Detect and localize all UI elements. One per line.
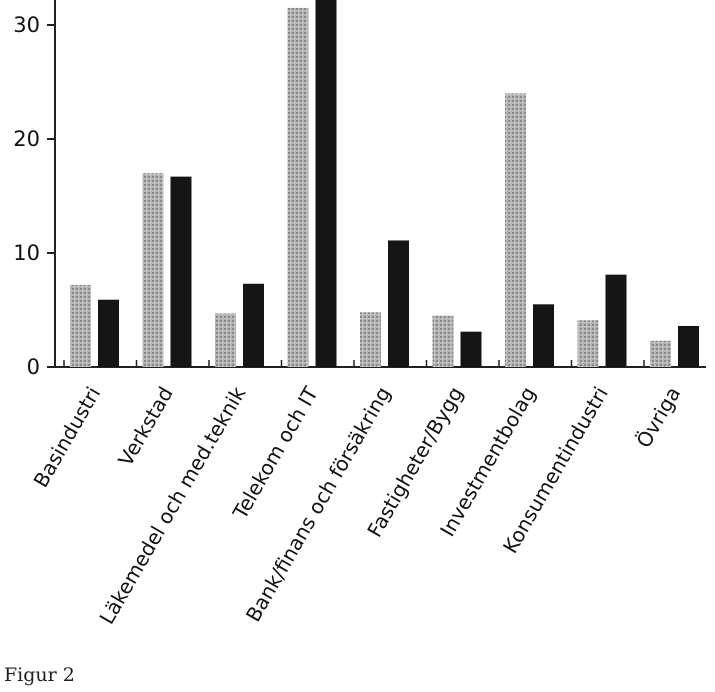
bar-series-b — [678, 325, 699, 367]
bar-series-b — [388, 240, 409, 367]
bar-series-a — [287, 7, 309, 368]
figure-caption: Figur 2 — [4, 664, 75, 686]
bar-series-a — [215, 313, 236, 367]
bar-series-a — [505, 93, 526, 368]
category-label: Övriga — [631, 383, 685, 452]
bar-series-b — [243, 283, 264, 367]
bar-series-a — [142, 173, 164, 367]
bar-series-b — [170, 176, 192, 367]
bar-series-a — [70, 284, 91, 367]
bar-series-b — [533, 304, 554, 367]
bar-series-b — [605, 274, 627, 367]
y-tick-label: 0 — [27, 355, 40, 379]
y-tick-label: 10 — [13, 241, 40, 265]
y-tick-label: 30 — [13, 13, 40, 37]
bar-series-b — [98, 299, 119, 367]
category-label: Bank/finans och försäkring — [241, 383, 395, 626]
bar-series-b — [315, 0, 337, 368]
bar-series-a — [360, 312, 381, 367]
category-label: Läkemedel och med.teknik — [95, 382, 251, 628]
bar-series-a — [650, 340, 671, 367]
category-label: Verkstad — [113, 383, 178, 471]
y-tick-label: 20 — [13, 127, 40, 151]
bar-series-a — [432, 315, 454, 367]
category-label: Basindustri — [29, 383, 106, 492]
bar-series-b — [460, 331, 482, 367]
bar-series-a — [577, 320, 599, 367]
